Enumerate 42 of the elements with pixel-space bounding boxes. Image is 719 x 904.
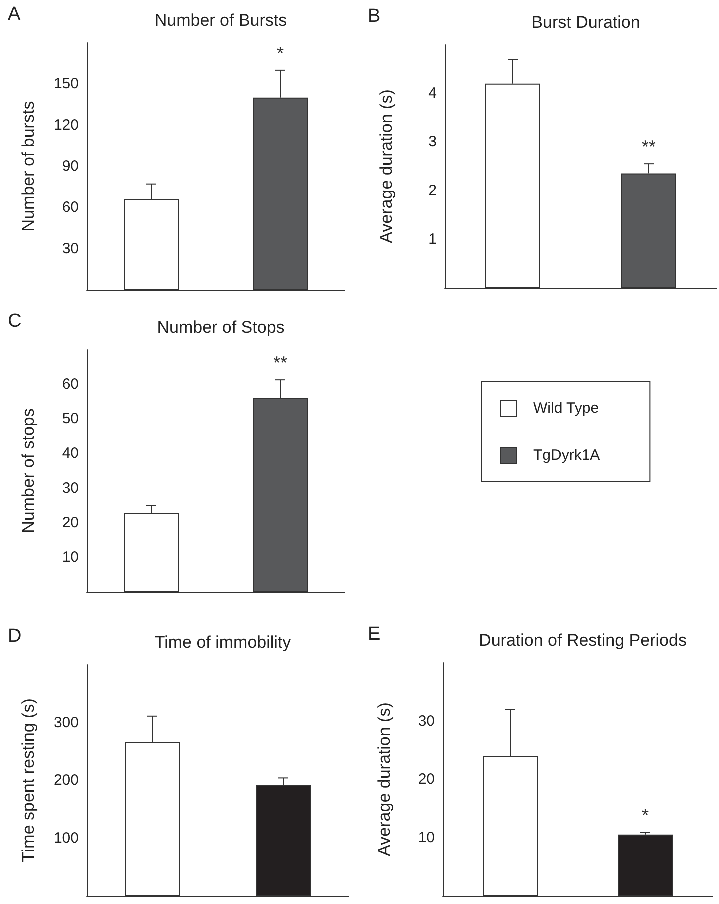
y-tick-label: 50	[62, 410, 79, 428]
y-tick-label: 150	[54, 76, 79, 93]
y-tick-label: 20	[418, 771, 435, 788]
annotation: *	[276, 43, 284, 64]
chart-title: Number of Bursts	[154, 11, 288, 30]
text: D	[8, 626, 22, 647]
chart-title: Burst Duration	[532, 13, 640, 32]
y-axis-title: Average duration (s)	[375, 702, 394, 856]
chart-title: Number of Stops	[157, 318, 285, 337]
text: B	[368, 6, 381, 27]
y-tick-label: 40	[62, 445, 79, 462]
y-tick-label: 300	[54, 714, 79, 732]
y-axis-title: Average duration (s)	[377, 90, 396, 244]
y-tick-label: 1	[428, 230, 437, 248]
y-tick-label: 3	[428, 134, 437, 151]
text: C	[8, 311, 22, 332]
y-tick-label: 120	[54, 116, 79, 134]
annotation: **	[642, 137, 656, 158]
y-tick-label: 30	[418, 712, 435, 730]
y-tick-label: 20	[62, 514, 79, 532]
y-axis-title: Number of stops	[19, 408, 38, 534]
annotation: **	[273, 353, 288, 374]
y-tick-label: 60	[62, 376, 79, 394]
y-axis-title: Number of bursts	[19, 101, 38, 232]
chart-title: Time of immobility	[154, 633, 292, 652]
y-tick-label: 4	[428, 85, 437, 102]
y-tick-label: 200	[54, 772, 79, 789]
text: A	[8, 4, 21, 25]
y-tick-label: 30	[62, 480, 79, 497]
legend-label: Wild Type	[534, 400, 600, 417]
y-tick-label: 60	[62, 199, 79, 216]
legend-label: TgDyrk1A	[534, 447, 600, 464]
y-tick-label: 10	[418, 829, 435, 846]
y-tick-label: 90	[62, 158, 79, 175]
y-tick-label: 30	[62, 240, 79, 258]
y-axis-title: Time spent resting (s)	[19, 698, 38, 862]
y-tick-label: 10	[62, 548, 79, 566]
chart-title: Duration of Resting Periods	[479, 631, 687, 650]
y-tick-label: 100	[54, 830, 79, 847]
text: E	[368, 624, 381, 645]
y-tick-label: 2	[428, 182, 437, 200]
annotation: *	[642, 806, 650, 826]
